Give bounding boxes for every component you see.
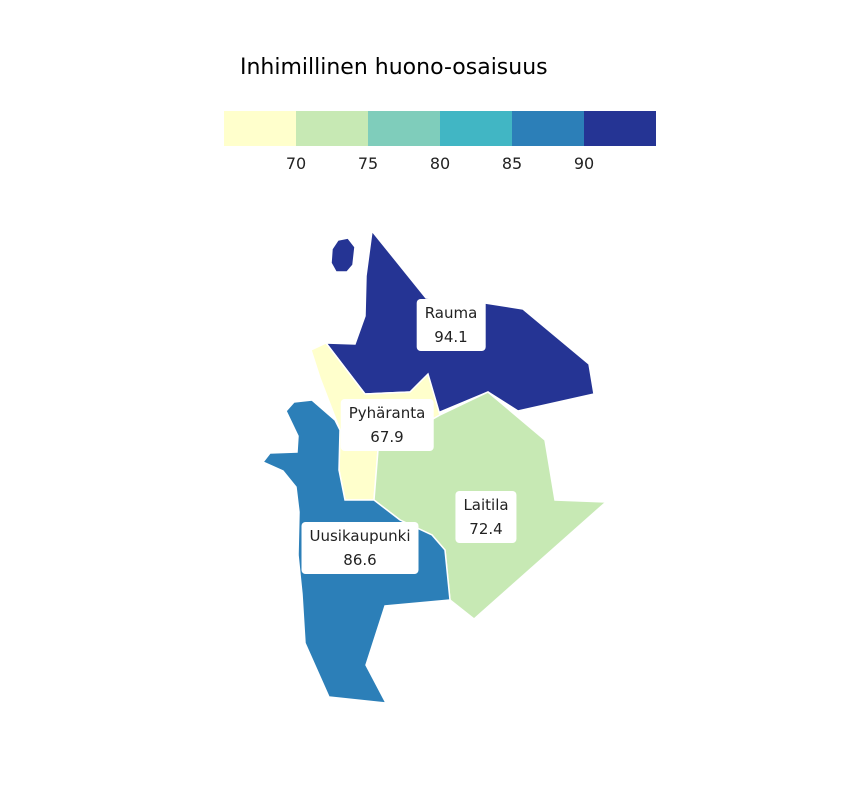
region-value: 72.4 [469,520,503,538]
legend-swatch [440,111,512,146]
legend-swatch [368,111,440,146]
legend-colorbar [224,111,656,146]
legend-swatch [296,111,368,146]
legend-title: Inhimillinen huono-osaisuus [240,55,548,80]
legend-tick: 80 [429,154,451,173]
legend-tick: 70 [285,154,307,173]
region-name: Pyhäranta [348,404,426,422]
legend-swatch [224,111,296,146]
legend-tick: 90 [573,154,595,173]
region-label-rauma: Rauma 94.1 [416,299,486,351]
region-name: Rauma [424,304,478,322]
legend-swatch [584,111,656,146]
region-name: Uusikaupunki [309,527,411,545]
region-value: 94.1 [434,328,468,346]
region-label-laitila: Laitila 72.4 [455,491,517,543]
legend-tick: 85 [501,154,523,173]
region-value: 67.9 [370,428,404,446]
region-label-uusikaupunki: Uusikaupunki 86.6 [301,522,419,574]
legend-swatch [512,111,584,146]
legend-tick: 75 [357,154,379,173]
region-value: 86.6 [343,551,377,569]
region-name: Laitila [463,496,509,514]
region-label-pyharanta: Pyhäranta 67.9 [340,399,434,451]
